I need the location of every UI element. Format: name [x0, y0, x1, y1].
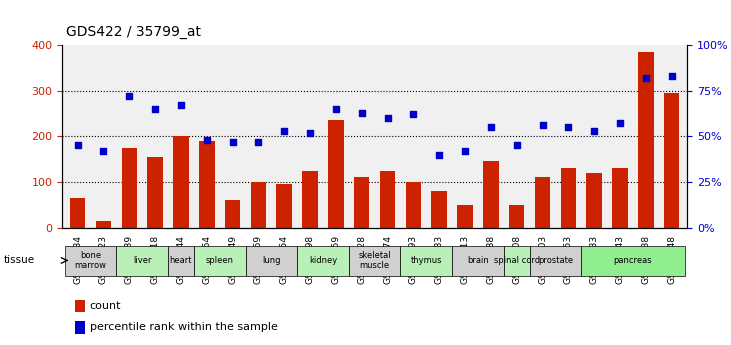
Bar	[458, 205, 473, 228]
Bar	[199, 141, 214, 228]
Point	[614, 121, 626, 126]
Point	[356, 110, 368, 115]
Bar	[148, 157, 163, 228]
Text: prostate: prostate	[538, 256, 573, 265]
Point	[201, 137, 213, 143]
FancyBboxPatch shape	[194, 246, 246, 276]
Point	[253, 139, 265, 145]
Bar	[406, 182, 421, 228]
FancyBboxPatch shape	[298, 246, 349, 276]
FancyBboxPatch shape	[349, 246, 401, 276]
Text: thymus: thymus	[411, 256, 442, 265]
Point	[562, 124, 574, 130]
FancyBboxPatch shape	[168, 246, 194, 276]
Point	[304, 130, 316, 135]
FancyBboxPatch shape	[452, 246, 504, 276]
Text: brain: brain	[467, 256, 489, 265]
Point	[98, 148, 110, 154]
Bar	[431, 191, 447, 228]
Bar	[586, 173, 602, 228]
Bar	[173, 136, 189, 228]
Bar	[354, 177, 369, 228]
Bar	[509, 205, 524, 228]
Text: lung: lung	[262, 256, 281, 265]
Bar	[251, 182, 266, 228]
Text: count: count	[90, 301, 121, 311]
Text: tissue: tissue	[4, 256, 35, 265]
Bar	[638, 52, 654, 228]
Point	[459, 148, 471, 154]
Bar	[303, 170, 318, 228]
Bar	[380, 170, 395, 228]
Point	[640, 75, 651, 80]
Bar	[483, 161, 499, 228]
Point	[382, 115, 393, 121]
Bar	[561, 168, 576, 228]
Point	[537, 122, 548, 128]
Bar	[328, 120, 344, 228]
Point	[485, 124, 496, 130]
Point	[511, 142, 523, 148]
Point	[407, 111, 419, 117]
Text: percentile rank within the sample: percentile rank within the sample	[90, 322, 278, 332]
FancyBboxPatch shape	[116, 246, 168, 276]
FancyBboxPatch shape	[65, 246, 116, 276]
FancyBboxPatch shape	[504, 246, 529, 276]
Text: pancreas: pancreas	[613, 256, 652, 265]
Text: skeletal
muscle: skeletal muscle	[358, 251, 391, 270]
Bar	[613, 168, 628, 228]
Point	[588, 128, 600, 134]
FancyBboxPatch shape	[581, 246, 684, 276]
FancyBboxPatch shape	[529, 246, 581, 276]
Bar	[75, 321, 85, 334]
FancyBboxPatch shape	[401, 246, 452, 276]
Point	[433, 152, 445, 157]
Bar	[70, 198, 86, 228]
Text: heart: heart	[170, 256, 192, 265]
Bar	[225, 200, 240, 228]
Text: spleen: spleen	[205, 256, 234, 265]
Bar	[276, 184, 292, 228]
Text: GDS422 / 35799_at: GDS422 / 35799_at	[66, 26, 201, 39]
Point	[330, 106, 342, 111]
Bar	[96, 221, 111, 228]
Bar	[75, 299, 85, 312]
Text: liver: liver	[133, 256, 151, 265]
Point	[124, 93, 135, 99]
Point	[227, 139, 238, 145]
Bar	[535, 177, 550, 228]
Text: spinal cord: spinal cord	[493, 256, 539, 265]
Bar	[121, 148, 137, 228]
Bar	[664, 93, 679, 228]
Text: bone
marrow: bone marrow	[75, 251, 107, 270]
FancyBboxPatch shape	[246, 246, 298, 276]
Point	[72, 142, 83, 148]
Text: kidney: kidney	[309, 256, 337, 265]
Point	[666, 73, 678, 79]
Point	[279, 128, 290, 134]
Point	[149, 106, 161, 111]
Point	[175, 102, 187, 108]
